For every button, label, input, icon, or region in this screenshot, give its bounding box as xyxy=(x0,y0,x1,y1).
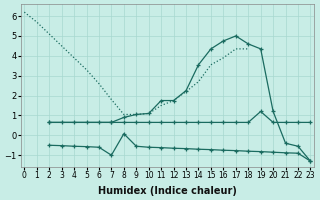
X-axis label: Humidex (Indice chaleur): Humidex (Indice chaleur) xyxy=(98,186,237,196)
